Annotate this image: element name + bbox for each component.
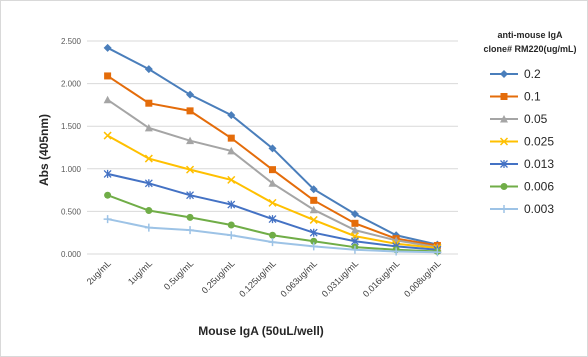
data-point [309,228,318,237]
data-point [186,213,194,221]
y-tick-label: 1.000 [61,165,82,174]
data-point [104,72,112,80]
legend-item: 0.013 [490,157,554,171]
x-tick-label: 0.016ug/mL [361,258,402,299]
legend-marker [500,93,508,100]
legend-item: 0.025 [490,135,554,149]
data-point [350,226,359,234]
data-point [186,136,195,145]
data-point [268,198,277,207]
x-tick-label: 2ug/mL [85,258,113,286]
legend-label: 0.1 [524,90,541,104]
data-point [268,144,277,153]
series-line [107,98,438,249]
data-point [309,185,318,194]
y-tick-label: 2.500 [61,37,82,46]
data-point [268,179,277,187]
data-point [145,99,153,107]
x-axis-ticks: 2ug/mL 1ug/mL 0.5ug/mL 0.25ug/mL 0.125ug/mL 0… [85,258,443,299]
legend-label: 0.003 [524,202,554,216]
data-point [103,43,112,52]
data-point [269,166,276,174]
data-point [186,191,195,200]
data-point [227,221,235,229]
data-point [144,123,153,132]
data-point [268,215,277,224]
data-point [309,205,318,214]
legend-marker [500,160,508,168]
data-point [144,179,153,188]
data-point [103,95,112,104]
legend-item: 0.006 [490,180,554,194]
legend-marker [500,183,508,190]
legend-title-line2: clone# RM220(ug/mL) [483,44,576,54]
data-point [186,107,194,115]
data-point [186,226,195,235]
legend-marker [500,115,508,123]
x-axis-title: Mouse IgA (50uL/well) [198,324,324,338]
data-point [103,131,112,140]
data-point [351,219,359,227]
x-tick-label: 0.031ug/mL [320,258,361,299]
data-point [227,111,236,120]
legend-item: 0.2 [490,67,541,81]
legend-label: 0.025 [524,135,554,149]
data-point [227,146,236,155]
data-point [269,231,276,239]
data-point [103,169,112,178]
data-point [309,215,318,224]
legend-label: 0.2 [524,67,541,81]
legend-label: 0.006 [524,180,554,194]
x-tick-label: 0.125ug/mL [237,258,278,299]
y-axis-ticks: 0.000 0.500 1.000 1.500 2.000 2.500 [61,37,82,259]
data-point [186,165,195,174]
legend-title-line1: anti-mouse IgA [497,30,563,40]
legend-item: 0.1 [490,90,541,104]
legend-marker [500,70,508,78]
data-point [144,154,153,163]
y-tick-label: 1.500 [61,122,82,131]
data-point [104,191,112,199]
x-tick-label: 0.25ug/mL [200,258,237,295]
data-point [227,175,236,184]
data-point [145,207,153,215]
data-point [350,209,359,218]
data-point [268,238,277,247]
series-layer [103,43,442,257]
y-tick-label: 0.000 [61,250,82,259]
x-tick-label: 1ug/mL [126,258,154,286]
x-tick-label: 0.5ug/mL [162,258,196,292]
data-point [227,231,236,240]
data-point [144,65,153,74]
legend-item: 0.05 [490,112,548,126]
data-point [103,215,112,224]
data-point [310,196,318,204]
legend: 0.2 0.1 0.05 0.025 0.013 0.006 0.003 [490,67,554,216]
y-tick-label: 0.500 [61,207,82,216]
data-point [227,134,235,142]
data-point [433,248,442,257]
legend-label: 0.013 [524,157,554,171]
data-point [227,200,236,209]
series-0-003 [103,215,442,257]
y-tick-label: 2.000 [61,80,82,89]
data-point [310,237,318,245]
legend-marker [500,205,508,213]
legend-marker [499,137,509,146]
y-axis-title: Abs (405nm) [37,114,51,186]
data-point [309,242,318,251]
data-point [144,223,153,232]
data-point [186,90,195,99]
data-point [350,245,359,254]
x-tick-label: 0.008ug/mL [402,258,443,299]
legend-item: 0.003 [490,202,554,216]
legend-label: 0.05 [524,112,548,126]
data-point [392,247,401,256]
x-tick-label: 0.063ug/mL [278,258,319,299]
